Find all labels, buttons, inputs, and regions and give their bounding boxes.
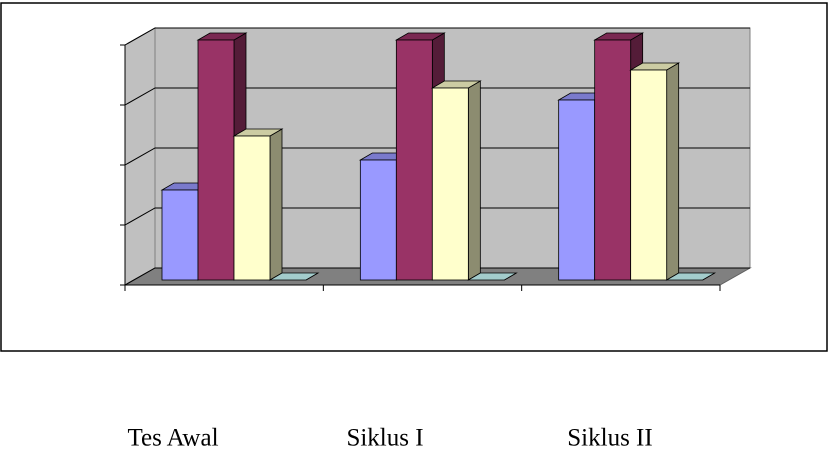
x-tick-label: Siklus II xyxy=(567,425,652,452)
bar xyxy=(594,39,632,281)
bar xyxy=(395,39,433,281)
bar xyxy=(197,39,235,281)
bar xyxy=(431,87,469,281)
bar xyxy=(630,69,668,281)
bar xyxy=(161,189,199,281)
bar-side xyxy=(467,80,481,281)
bar-side xyxy=(269,128,283,281)
grid-line xyxy=(124,147,750,166)
bar-top xyxy=(665,272,717,281)
grid-line xyxy=(124,267,750,286)
bar-top xyxy=(268,272,320,281)
bar-top xyxy=(466,272,518,281)
bar xyxy=(233,135,271,281)
bar-side xyxy=(666,62,680,281)
grid-line xyxy=(124,87,750,106)
grid-line xyxy=(124,207,750,226)
grid-line xyxy=(124,27,750,46)
x-tick-label: Siklus I xyxy=(346,425,423,452)
bar xyxy=(558,99,596,281)
bar xyxy=(359,159,397,281)
x-tick-label: Tes Awal xyxy=(127,425,218,452)
